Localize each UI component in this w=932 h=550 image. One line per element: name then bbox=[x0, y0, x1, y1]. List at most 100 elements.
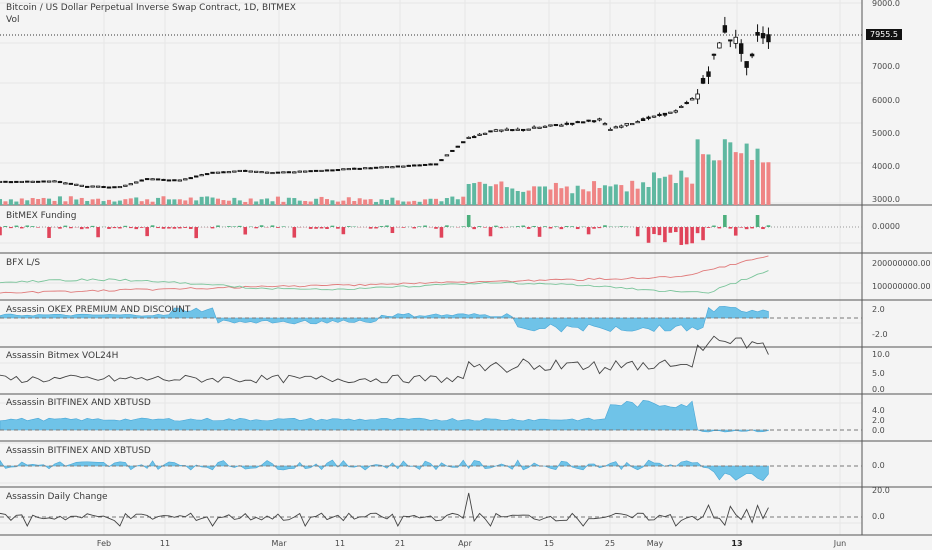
funding-bar bbox=[379, 226, 384, 227]
volume-bar bbox=[624, 191, 629, 205]
volume-bar bbox=[439, 201, 444, 205]
bfx-ls-pane-title: BFX L/S bbox=[6, 258, 41, 268]
volume-bar bbox=[297, 200, 302, 205]
volume-bar bbox=[36, 199, 41, 205]
funding-bar bbox=[368, 227, 373, 229]
bfx-xbt-pane-title: Assassin BITFINEX AND XBTUSD bbox=[6, 398, 151, 408]
volume-bar bbox=[646, 186, 651, 205]
volume-bar bbox=[41, 197, 46, 205]
candlestick bbox=[695, 93, 700, 100]
volume-bar bbox=[652, 172, 656, 205]
funding-bar bbox=[423, 225, 427, 227]
volume-bar bbox=[602, 185, 607, 205]
volume-bar bbox=[679, 170, 684, 205]
candlestick bbox=[362, 167, 368, 170]
funding-bar bbox=[156, 227, 160, 229]
funding-bar bbox=[755, 215, 760, 227]
daily-change-axis-label: 0.0 bbox=[872, 512, 885, 521]
candlestick bbox=[106, 186, 112, 189]
funding-bar bbox=[766, 225, 771, 227]
funding-bar bbox=[592, 227, 596, 229]
volume-bar bbox=[553, 182, 558, 205]
candlestick bbox=[330, 169, 335, 172]
candlestick bbox=[139, 179, 144, 182]
volume-bar bbox=[79, 197, 84, 205]
candlestick bbox=[117, 186, 123, 189]
funding-bar bbox=[36, 227, 40, 228]
funding-bar bbox=[188, 227, 193, 229]
candlestick bbox=[308, 170, 313, 173]
candlestick bbox=[455, 145, 460, 148]
candlestick bbox=[559, 124, 564, 127]
candlestick bbox=[488, 130, 493, 133]
candlestick bbox=[35, 180, 41, 183]
volume-bar bbox=[379, 199, 384, 205]
funding-bar bbox=[47, 227, 51, 238]
candlestick bbox=[439, 159, 444, 162]
candlestick bbox=[521, 128, 526, 131]
candlestick bbox=[85, 185, 90, 188]
vol24h-axis-label: 5.0 bbox=[872, 369, 885, 378]
volume-bar bbox=[543, 186, 547, 205]
candlestick bbox=[25, 180, 30, 183]
candlestick bbox=[640, 118, 646, 121]
volume-bar bbox=[711, 160, 716, 205]
volume-bar bbox=[515, 190, 520, 205]
funding-bar bbox=[461, 226, 466, 227]
candlestick bbox=[199, 174, 204, 177]
candlestick bbox=[461, 141, 466, 144]
funding-bar bbox=[548, 227, 553, 229]
volume-bar bbox=[30, 198, 35, 205]
funding-bar bbox=[668, 227, 673, 233]
volume-bar bbox=[265, 198, 270, 205]
funding-pane-title: BitMEX Funding bbox=[6, 211, 77, 221]
funding-bar bbox=[565, 226, 569, 227]
candlestick bbox=[210, 171, 215, 174]
candlestick bbox=[215, 171, 221, 174]
candlestick bbox=[134, 181, 139, 184]
candlestick bbox=[619, 125, 624, 128]
volume-bar bbox=[14, 201, 19, 205]
volume-bar bbox=[254, 201, 259, 205]
volume-bar bbox=[314, 198, 319, 205]
funding-bar bbox=[336, 227, 340, 229]
daily-change-axis-label: 20.0 bbox=[872, 486, 890, 495]
volume-bar bbox=[319, 196, 324, 205]
volume-bar bbox=[259, 199, 264, 205]
candlestick bbox=[613, 126, 619, 129]
volume-bar bbox=[335, 201, 340, 205]
bfx-xbt-2-axis-label: 0.0 bbox=[872, 461, 885, 470]
volume-bar bbox=[8, 199, 13, 205]
candlestick bbox=[302, 170, 308, 173]
time-axis-label: 11 bbox=[334, 539, 346, 548]
volume-bar bbox=[374, 201, 379, 205]
bfx-xbt-area bbox=[0, 399, 769, 433]
candlestick bbox=[700, 78, 706, 84]
volume-bar bbox=[384, 199, 389, 205]
volume-bar bbox=[548, 189, 553, 205]
bfx-ls-axis-label: 100000000.00 bbox=[872, 282, 931, 291]
price-axis-label: 7000.0 bbox=[872, 62, 900, 71]
volume-bar bbox=[275, 196, 280, 205]
candlestick bbox=[155, 178, 161, 181]
candlestick bbox=[711, 53, 717, 56]
candlestick bbox=[248, 170, 253, 173]
funding-bar bbox=[652, 227, 656, 235]
volume-bar bbox=[292, 198, 297, 205]
volume-bar bbox=[63, 201, 68, 205]
candlestick bbox=[526, 128, 531, 131]
candlestick bbox=[542, 125, 548, 128]
candlestick bbox=[401, 165, 406, 168]
funding-bar bbox=[417, 226, 422, 227]
candlestick bbox=[95, 185, 101, 188]
price-axis-label: 4000.0 bbox=[872, 162, 900, 171]
funding-bar bbox=[314, 227, 318, 229]
candlestick bbox=[651, 115, 657, 118]
candlestick bbox=[30, 180, 35, 183]
funding-bar bbox=[706, 227, 711, 228]
bfx-xbt-axis-label: 4.0 bbox=[872, 406, 885, 415]
funding-bar bbox=[723, 215, 727, 227]
volume-bar bbox=[450, 196, 455, 205]
time-axis-label: 25 bbox=[604, 539, 616, 548]
